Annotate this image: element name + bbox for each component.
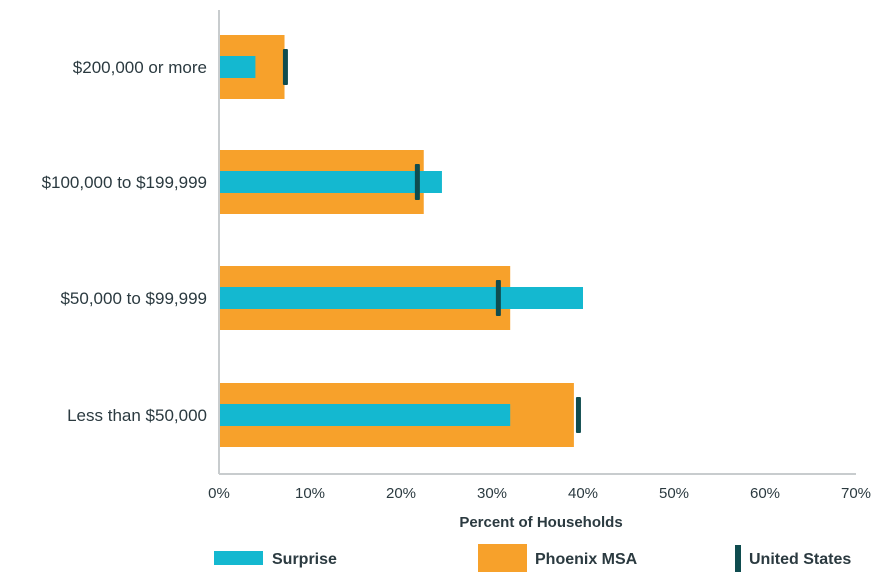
- x-tick-label: 70%: [841, 485, 871, 502]
- legend-swatch: [735, 545, 741, 572]
- x-tick-label: 60%: [750, 485, 780, 502]
- legend-label: Phoenix MSA: [535, 551, 638, 568]
- x-tick-label: 10%: [295, 485, 325, 502]
- marker-united-states: [414, 164, 420, 200]
- legend-label: Surprise: [272, 551, 337, 568]
- category-label: $50,000 to $99,999: [60, 289, 207, 308]
- x-tick-label: 20%: [386, 485, 416, 502]
- legend-swatch: [478, 544, 527, 572]
- category-labels: $200,000 or more $100,000 to $199,999 $50,…: [42, 58, 207, 425]
- legend-swatch: [214, 551, 263, 565]
- marker-united-states: [575, 397, 581, 433]
- category-label: $100,000 to $199,999: [42, 173, 207, 192]
- category-label: Less than $50,000: [67, 406, 207, 425]
- legend: Surprise Phoenix MSA United States: [214, 544, 851, 572]
- x-axis-title: Percent of Households: [459, 514, 622, 531]
- x-tick-label: 0%: [208, 485, 230, 502]
- bar-surprise: [219, 287, 583, 309]
- legend-label: United States: [749, 551, 851, 568]
- x-tick-label: 30%: [477, 485, 507, 502]
- plot-area: [219, 35, 583, 447]
- x-tick-label: 40%: [568, 485, 598, 502]
- category-label: $200,000 or more: [73, 58, 207, 77]
- marker-united-states: [495, 280, 501, 316]
- bar-surprise: [219, 404, 511, 426]
- x-tick-label: 50%: [659, 485, 689, 502]
- marker-united-states: [282, 49, 288, 85]
- bar-surprise: [219, 56, 256, 78]
- bar-surprise: [219, 171, 442, 193]
- x-tick-labels: 0% 10% 20% 30% 40% 50% 60% 70%: [208, 485, 871, 502]
